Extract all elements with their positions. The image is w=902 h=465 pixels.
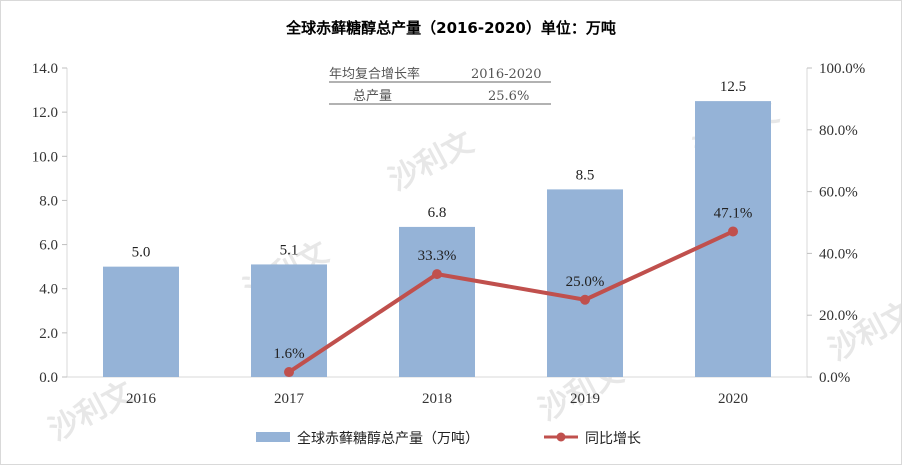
bar-value-label: 8.5: [576, 167, 595, 183]
y-right-tick-label: 60.0%: [819, 185, 858, 201]
x-tick-label: 2019: [570, 391, 600, 407]
legend-bar-swatch: [256, 432, 290, 442]
bar-value-label: 5.0: [132, 245, 151, 261]
y-right-tick-label: 40.0%: [819, 246, 858, 262]
cagr-header-label: 年均复合增长率: [329, 66, 420, 82]
y-left-tick-label: 10.0: [32, 149, 58, 165]
growth-value-label: 33.3%: [418, 248, 457, 264]
watermark-text: 沙利文: [823, 295, 901, 368]
growth-point-2017: [284, 367, 294, 378]
plot-area: 0.0 2.0 4.0 6.0 8.0 10.0 12.0 14.0 0.0% 20.0% 40.0…: [32, 61, 866, 407]
bar-2019: [547, 189, 623, 377]
y-left-tick-label: 12.0: [32, 105, 58, 121]
y-right-tick-label: 20.0%: [819, 308, 858, 324]
bar-2017: [251, 264, 327, 377]
growth-value-label: 47.1%: [714, 205, 753, 221]
growth-point-2019: [580, 294, 590, 305]
bar-value-label: 12.5: [720, 79, 746, 95]
cagr-row-value: 25.6%: [488, 89, 529, 104]
x-tick-label: 2018: [422, 391, 452, 407]
growth-point-2018: [432, 269, 442, 280]
y-right-tick-label: 80.0%: [819, 123, 858, 139]
bar-2016: [103, 266, 179, 377]
legend-line-label: 同比增长: [585, 431, 641, 447]
legend-line-marker: [556, 432, 566, 442]
cagr-header-value: 2016-2020: [471, 67, 542, 82]
growth-value-label: 1.6%: [273, 346, 304, 362]
cagr-row-label: 总产量: [353, 89, 392, 104]
chart-title: 全球赤藓糖醇总产量（2016-2020）单位：万吨: [285, 19, 616, 37]
cagr-annotation: 年均复合增长率 2016-2020 总产量 25.6%: [329, 66, 551, 105]
watermark-text: 沙利文: [383, 125, 479, 198]
x-tick-label: 2017: [274, 391, 305, 407]
bar-value-label: 6.8: [428, 205, 447, 221]
y-right-tick-label: 100.0%: [819, 61, 865, 77]
growth-value-label: 25.0%: [566, 274, 605, 290]
x-tick-label: 2020: [718, 391, 748, 407]
growth-point-2020: [728, 226, 738, 237]
bar-value-label: 5.1: [280, 242, 299, 258]
y-left-tick-label: 2.0: [39, 326, 58, 342]
y-left-tick-label: 6.0: [39, 238, 58, 254]
legend-bar-label: 全球赤藓糖醇总产量（万吨）: [297, 430, 479, 447]
growth-line: [287, 229, 734, 374]
bar-2018: [399, 226, 475, 377]
bar-2020: [695, 101, 771, 377]
x-tick-label: 2016: [126, 391, 157, 407]
y-left-tick-label: 14.0: [32, 61, 58, 77]
y-left-tick-label: 8.0: [39, 193, 58, 209]
y-right-tick-label: 0.0%: [819, 370, 850, 386]
y-left-tick-label: 0.0: [39, 370, 58, 386]
legend: 全球赤藓糖醇总产量（万吨） 同比增长: [256, 430, 641, 447]
y-left-tick-label: 4.0: [39, 282, 58, 298]
